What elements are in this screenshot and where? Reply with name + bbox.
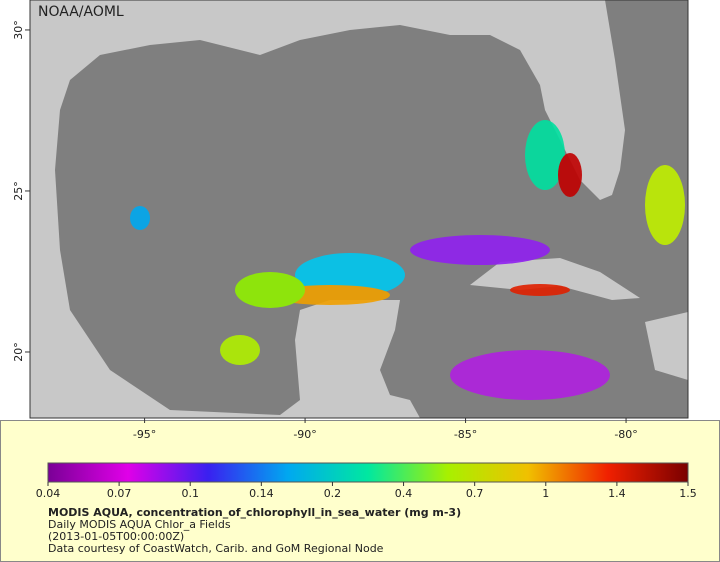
x-tick-label: -80° [614, 428, 637, 441]
colorbar: 0.04 0.07 0.1 0.14 0.2 0.4 0.7 1 1.4 1.5 [36, 462, 697, 500]
island [645, 312, 688, 380]
colorbar-tick-label: 0.7 [466, 487, 484, 500]
x-tick-label: -85° [454, 428, 477, 441]
legend-panel [0, 420, 720, 562]
caption-lines: Daily MODIS AQUA Chlor_a Fields(2013-01-… [48, 518, 384, 555]
colorbar-tick-label: 1 [542, 487, 549, 500]
colorbar-ramp [47, 462, 689, 483]
credit: NOAA/AOML [38, 4, 124, 20]
patch [450, 350, 610, 400]
colorbar-tick-label: 0.14 [249, 487, 274, 500]
caption-title: MODIS AQUA, concentration_of_chlorophyll… [48, 506, 461, 519]
cuba [470, 258, 640, 300]
patch [220, 335, 260, 365]
y-tick-label: 30° [12, 20, 25, 39]
colorbar-tick-label: 0.4 [395, 487, 413, 500]
patch [558, 153, 582, 197]
patch [525, 120, 565, 190]
patch [410, 235, 550, 265]
map-frame [29, 0, 689, 419]
patch [235, 272, 305, 308]
colorbar-tick-label: 1.5 [679, 487, 697, 500]
ocean [55, 0, 688, 418]
colorbar-tick-label: 0.04 [36, 487, 61, 500]
caption-line: Data courtesy of CoastWatch, Carib. and … [48, 542, 384, 555]
chlorophyll-patches [130, 120, 685, 400]
map: NOAA/AOML [29, 0, 689, 419]
colorbar-tick-label: 0.2 [324, 487, 342, 500]
x-tick-label: -95° [133, 428, 156, 441]
colorbar-tick-label: 0.07 [107, 487, 132, 500]
caption-line: Daily MODIS AQUA Chlor_a Fields [48, 518, 231, 531]
colorbar-tick-label: 1.4 [608, 487, 626, 500]
patch [645, 165, 685, 245]
patch [130, 206, 150, 230]
y-tick-label: 20° [12, 342, 25, 362]
x-tick-label: -90° [293, 428, 316, 441]
caption-line: (2013-01-05T00:00:00Z) [48, 530, 184, 543]
colorbar-tick-label: 0.1 [181, 487, 199, 500]
y-tick-label: 25° [12, 181, 25, 201]
patch [510, 284, 570, 296]
